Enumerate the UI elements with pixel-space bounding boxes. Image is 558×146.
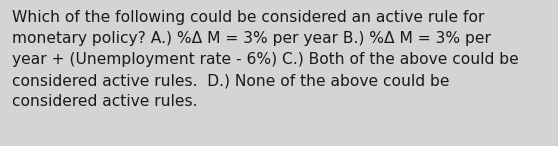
Text: Which of the following could be considered an active rule for
monetary policy? A: Which of the following could be consider… <box>12 10 519 109</box>
